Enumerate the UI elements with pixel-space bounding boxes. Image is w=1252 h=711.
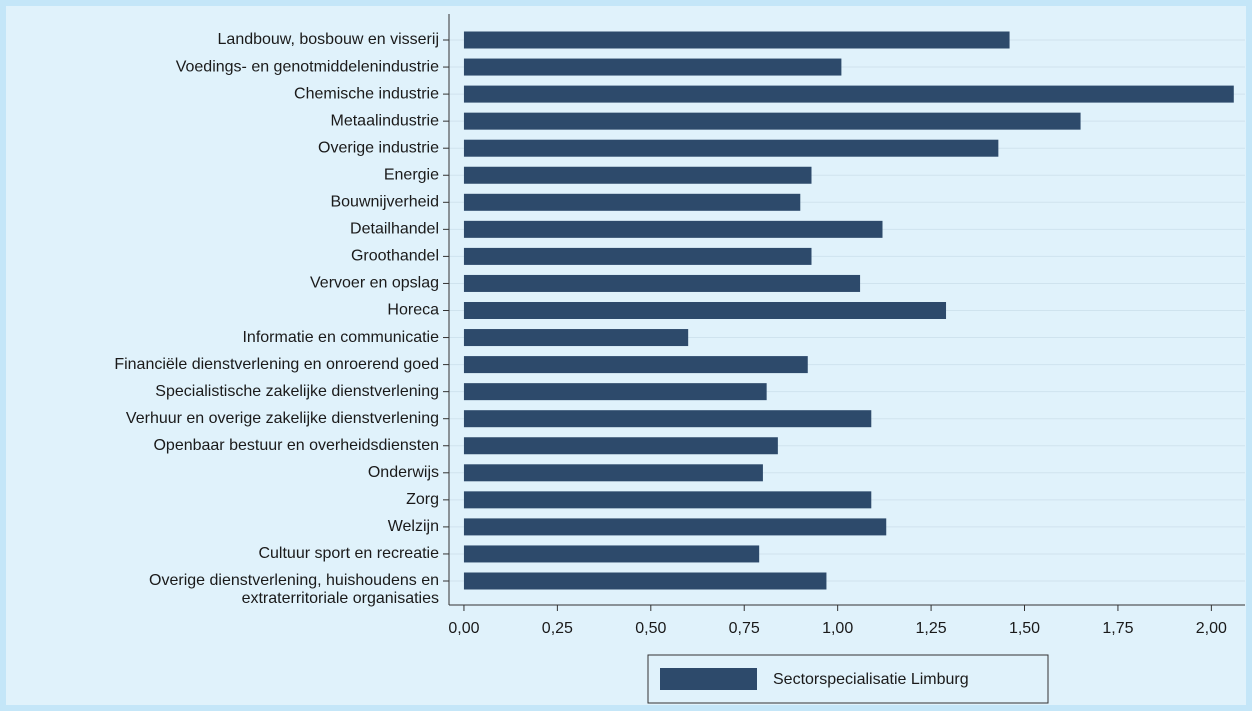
- legend-swatch: [660, 668, 757, 690]
- y-tick-label: Voedings- en genotmiddelenindustrie: [176, 58, 439, 75]
- bar: [463, 274, 861, 292]
- y-tick-label: Vervoer en opslag: [310, 275, 439, 292]
- y-tick-label: Cultuur sport en recreatie: [258, 545, 439, 562]
- bar: [463, 85, 1234, 103]
- bar: [463, 247, 812, 265]
- x-tick-label: 1,25: [916, 620, 947, 637]
- legend: Sectorspecialisatie Limburg: [647, 654, 1049, 704]
- bar: [463, 410, 872, 428]
- y-tick-label: Informatie en communicatie: [242, 329, 439, 346]
- x-tick-label: 2,00: [1196, 620, 1227, 637]
- bar: [463, 193, 801, 211]
- y-tick-label: Overige dienstverlening, huishoudens en e…: [149, 572, 439, 607]
- bar: [463, 464, 763, 482]
- y-tick-label: Overige industrie: [318, 139, 439, 156]
- bar: [463, 58, 842, 76]
- bar: [463, 112, 1081, 130]
- bar: [463, 166, 812, 184]
- legend-label: Sectorspecialisatie Limburg: [773, 671, 969, 688]
- y-tick-label: Energie: [384, 166, 439, 183]
- bar: [463, 383, 767, 401]
- y-tick-label: Detailhandel: [350, 221, 439, 238]
- y-tick-label: Zorg: [406, 491, 439, 508]
- x-tick-label: 1,00: [822, 620, 853, 637]
- bar: [463, 356, 808, 374]
- x-tick-label: 1,75: [1102, 620, 1133, 637]
- bar: [463, 220, 883, 238]
- y-tick-label: Openbaar bestuur en overheidsdiensten: [153, 437, 439, 454]
- y-tick-label: Financiële dienstverlening en onroerend …: [114, 356, 439, 373]
- bar: [463, 491, 872, 509]
- y-tick-label: Chemische industrie: [294, 85, 439, 102]
- x-tick-label: 0,00: [448, 620, 479, 637]
- bar: [463, 139, 999, 157]
- x-tick-label: 1,50: [1009, 620, 1040, 637]
- bar: [463, 329, 689, 347]
- y-tick-label: Onderwijs: [368, 464, 439, 481]
- y-tick-label: Verhuur en overige zakelijke dienstverle…: [126, 410, 439, 427]
- y-tick-label: Groothandel: [351, 248, 439, 265]
- x-tick-label: 0,75: [729, 620, 760, 637]
- bar: [463, 302, 947, 319]
- y-tick-label: Welzijn: [388, 518, 439, 535]
- x-tick-label: 0,25: [542, 620, 573, 637]
- bar: [463, 518, 887, 536]
- bar: [463, 31, 1010, 49]
- y-tick-label: Specialistische zakelijke dienstverlenin…: [155, 383, 439, 400]
- x-tick-label: 0,50: [635, 620, 666, 637]
- y-tick-label: Metaalindustrie: [331, 112, 440, 129]
- bar: [463, 437, 778, 455]
- y-tick-label: Bouwnijverheid: [330, 194, 439, 211]
- bar: [463, 545, 760, 563]
- y-tick-label: Landbouw, bosbouw en visserij: [218, 31, 439, 48]
- bar: [463, 572, 827, 590]
- y-tick-label: Horeca: [387, 302, 439, 319]
